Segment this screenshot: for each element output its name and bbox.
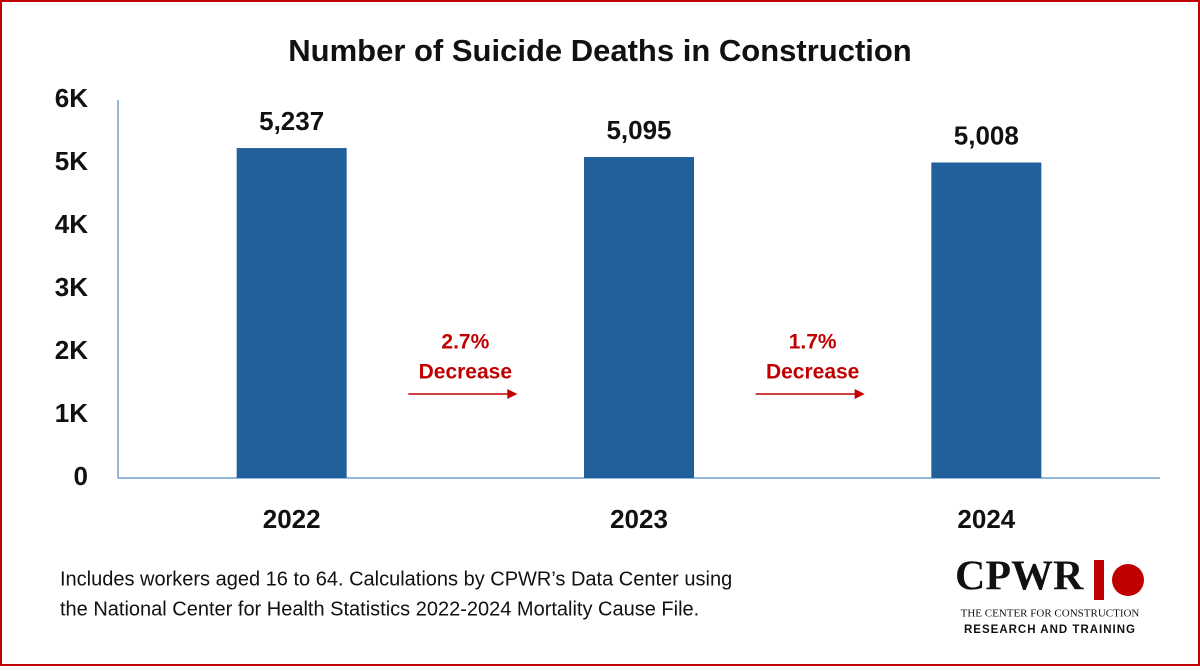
y-tick-label: 1K (55, 398, 88, 428)
annotation: 2.7% (441, 331, 489, 354)
value-label: 5,095 (606, 115, 671, 145)
logo-icon (1112, 564, 1144, 596)
annotation: Decrease (766, 361, 859, 384)
y-tick-label: 6K (55, 83, 88, 113)
y-tick-label: 3K (55, 272, 88, 302)
x-tick-label: 2024 (957, 504, 1015, 534)
annotation-arrowhead (854, 389, 865, 399)
annotation: 1.7% (789, 331, 837, 354)
y-tick-label: 0 (74, 461, 88, 491)
logo-line: RESEARCH AND TRAINING (964, 624, 1136, 636)
value-label: 5,008 (954, 120, 1019, 150)
y-tick-label: 2K (55, 335, 88, 365)
bar (584, 157, 694, 478)
annotation: Decrease (419, 361, 512, 384)
footnote: Includes workers aged 16 to 64. Calculat… (60, 568, 732, 590)
bar (931, 162, 1042, 478)
logo-icon (1094, 560, 1104, 600)
x-tick-label: 2022 (263, 504, 321, 534)
footnote: the National Center for Health Statistic… (60, 598, 699, 620)
logo-name: CPWR (955, 554, 1084, 600)
annotation-arrowhead (507, 389, 518, 399)
y-tick-label: 4K (55, 209, 88, 239)
x-tick-label: 2023 (610, 504, 668, 534)
chart-title: Number of Suicide Deaths in Construction (288, 33, 912, 68)
value-label: 5,237 (259, 106, 324, 136)
y-tick-label: 5K (55, 146, 88, 176)
bar (236, 148, 347, 478)
logo-line: THE CENTER FOR CONSTRUCTION (961, 608, 1140, 620)
